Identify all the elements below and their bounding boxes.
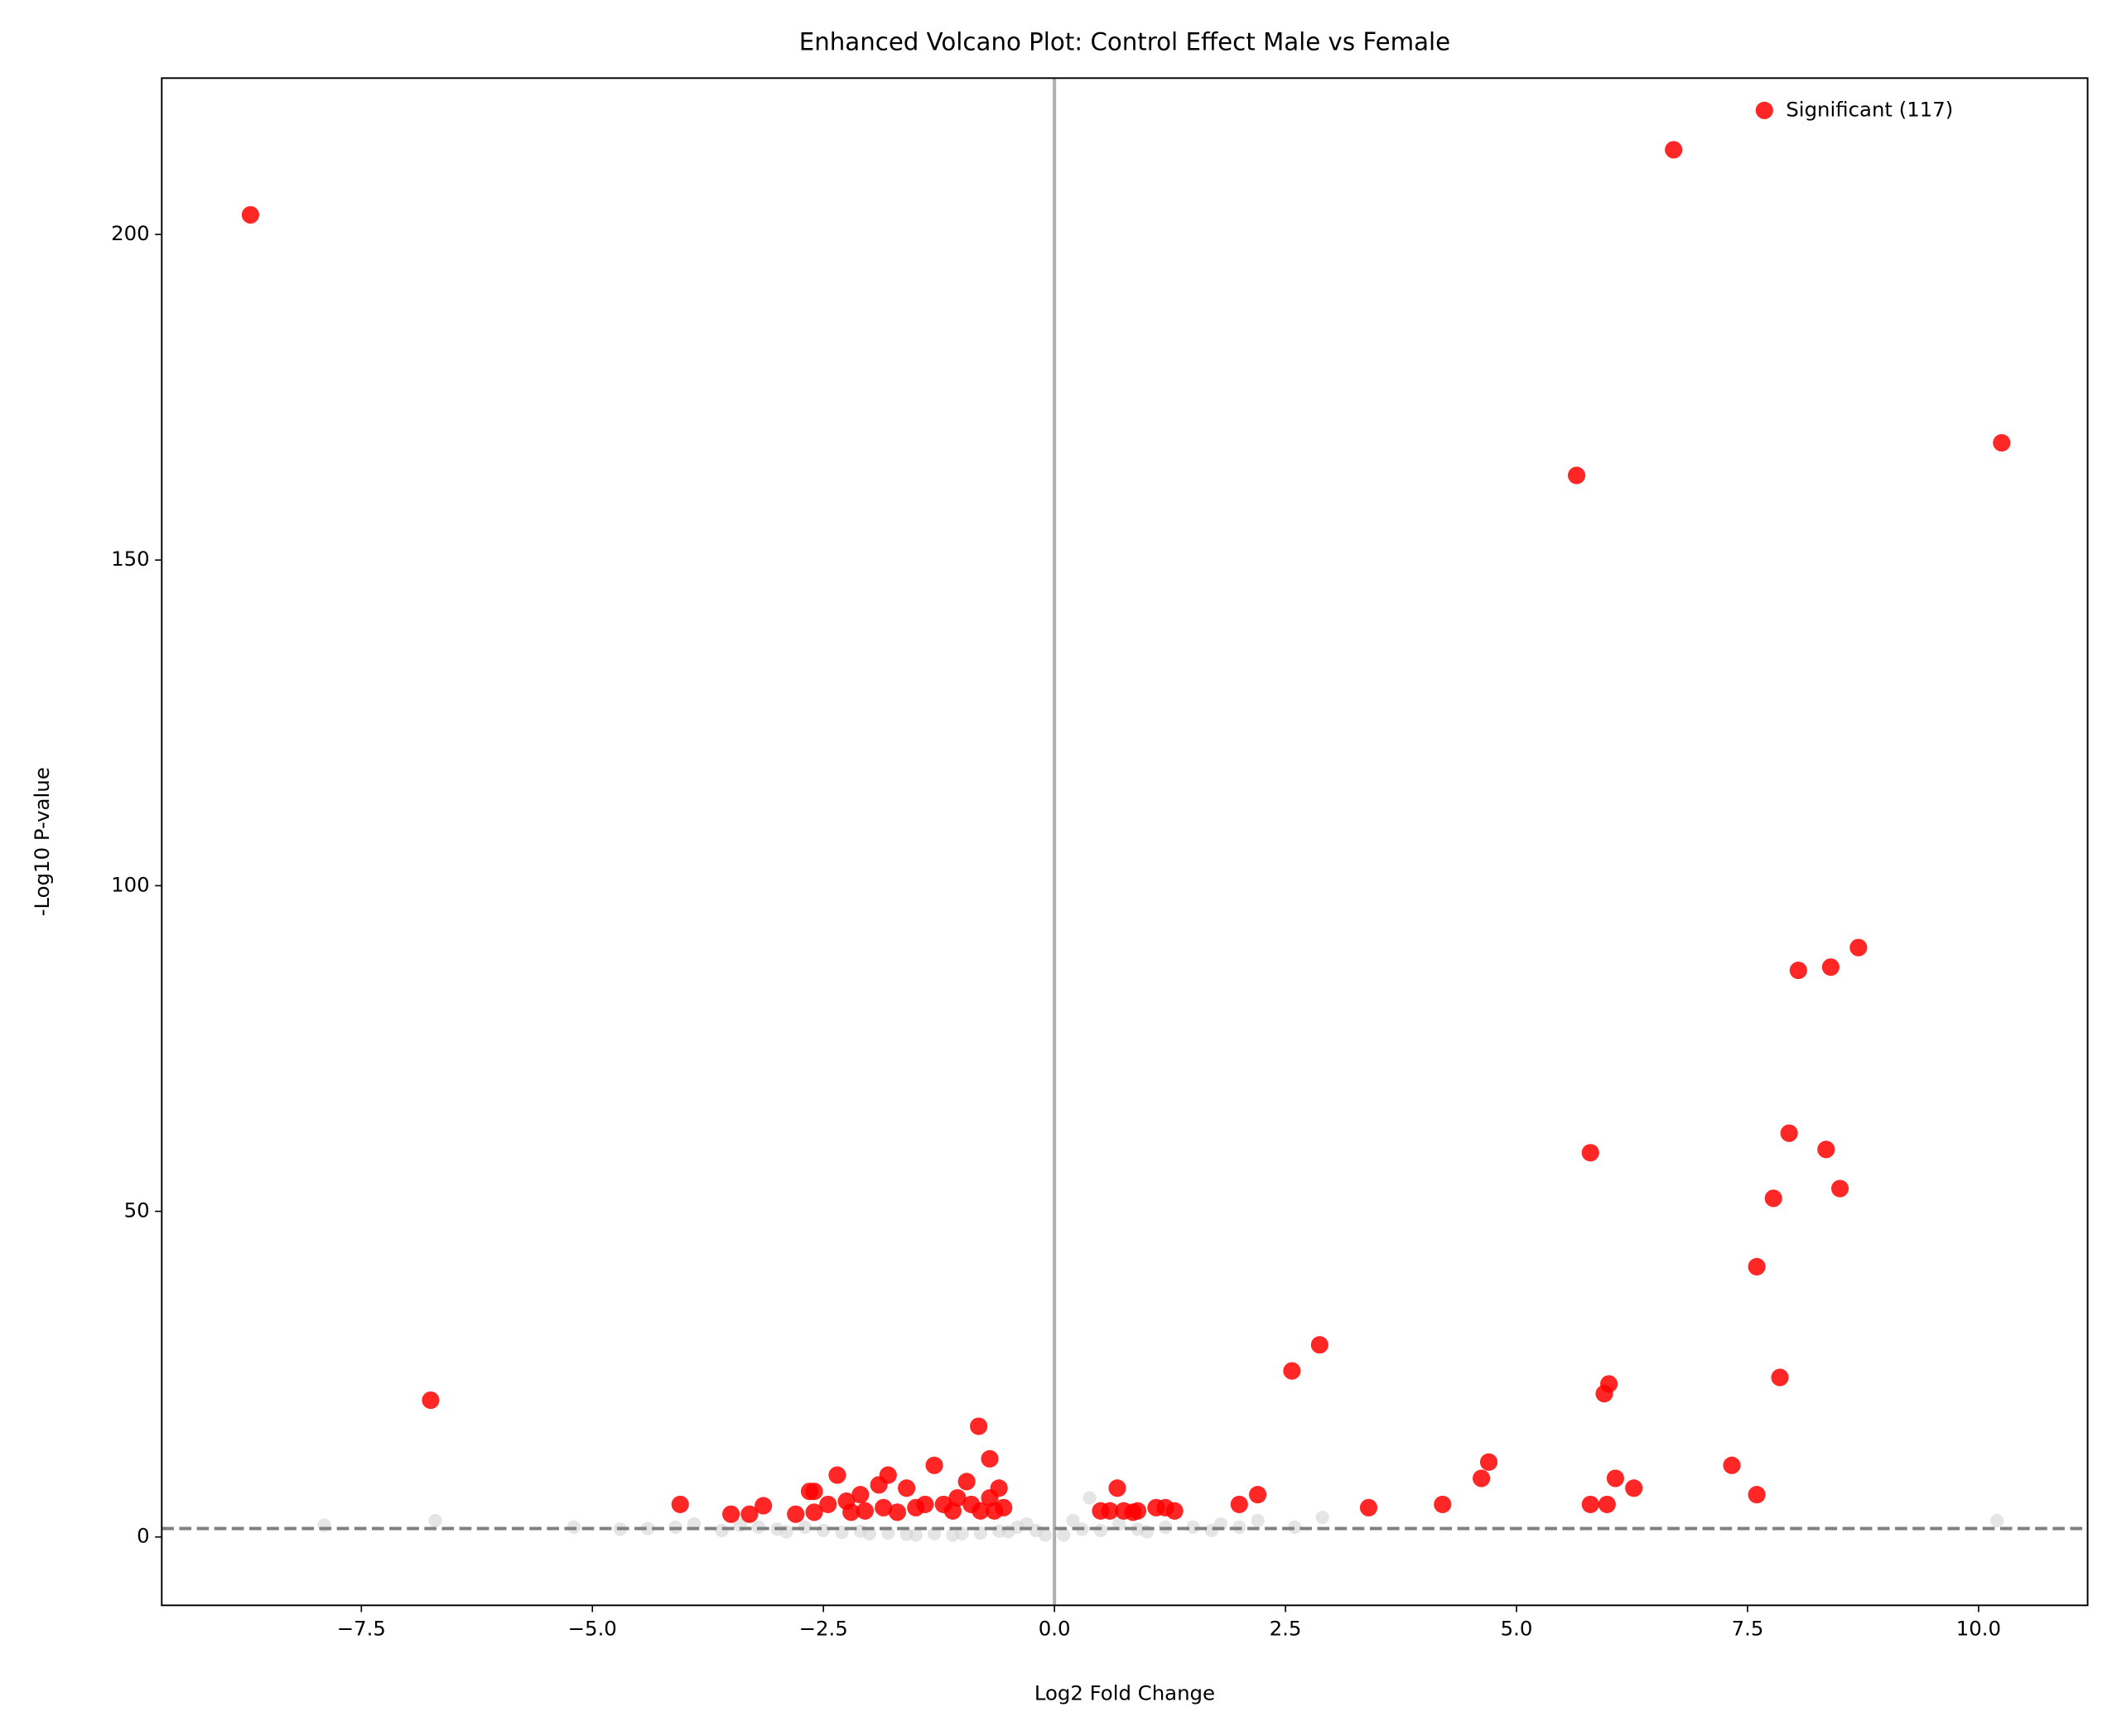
x-tick-label: −7.5 bbox=[337, 1617, 386, 1641]
point bbox=[1567, 466, 1586, 485]
point bbox=[957, 1473, 976, 1491]
point bbox=[862, 1526, 877, 1541]
point bbox=[722, 1505, 740, 1523]
point bbox=[1359, 1498, 1378, 1517]
point bbox=[1598, 1495, 1616, 1513]
x-tick-label: 0.0 bbox=[1039, 1617, 1071, 1641]
y-tick-label: 200 bbox=[111, 221, 150, 245]
point bbox=[948, 1488, 967, 1507]
point bbox=[1600, 1375, 1618, 1393]
point bbox=[1849, 938, 1868, 957]
point bbox=[1665, 141, 1683, 159]
point bbox=[1186, 1520, 1200, 1535]
point bbox=[1606, 1469, 1624, 1488]
point bbox=[981, 1449, 999, 1468]
point bbox=[787, 1505, 805, 1523]
legend-label: Significant (117) bbox=[1786, 97, 1953, 121]
plot-frame bbox=[161, 77, 2089, 1607]
point bbox=[1038, 1528, 1053, 1542]
point bbox=[671, 1495, 689, 1513]
point bbox=[875, 1498, 893, 1517]
x-axis-label: Log2 Fold Change bbox=[1034, 1681, 1215, 1705]
y-tick-label: 150 bbox=[111, 547, 150, 571]
point bbox=[1093, 1523, 1108, 1537]
point bbox=[798, 1520, 812, 1535]
point bbox=[1625, 1479, 1643, 1497]
point bbox=[916, 1495, 934, 1513]
point bbox=[1310, 1336, 1328, 1354]
x-tick-label: −5.0 bbox=[568, 1617, 617, 1641]
point bbox=[428, 1513, 442, 1528]
point bbox=[851, 1486, 870, 1504]
point bbox=[1108, 1479, 1126, 1497]
y-tick-label: 100 bbox=[111, 872, 150, 896]
point bbox=[1990, 1513, 2004, 1528]
point bbox=[842, 1503, 861, 1521]
x-tick-label: 5.0 bbox=[1501, 1617, 1533, 1641]
point bbox=[1230, 1495, 1248, 1513]
point bbox=[1288, 1520, 1302, 1535]
chart-title: Enhanced Volcano Plot: Control Effect Ma… bbox=[799, 28, 1450, 56]
point bbox=[1165, 1502, 1184, 1520]
x-tick-label: 7.5 bbox=[1732, 1617, 1764, 1641]
point bbox=[1283, 1362, 1301, 1380]
point bbox=[1434, 1495, 1452, 1513]
point bbox=[1251, 1513, 1265, 1528]
point bbox=[1748, 1257, 1766, 1275]
y-tick-label: 50 bbox=[124, 1198, 150, 1222]
point bbox=[995, 1498, 1013, 1517]
point bbox=[972, 1502, 990, 1520]
point bbox=[879, 1466, 897, 1484]
point bbox=[990, 1479, 1008, 1497]
point bbox=[925, 1456, 943, 1474]
point bbox=[1581, 1144, 1599, 1162]
point bbox=[1101, 1502, 1119, 1520]
point bbox=[1479, 1453, 1498, 1471]
point bbox=[909, 1528, 923, 1542]
point bbox=[1817, 1140, 1835, 1159]
legend-marker bbox=[1755, 101, 1773, 119]
point bbox=[1581, 1495, 1599, 1513]
point bbox=[1083, 1491, 1097, 1505]
point bbox=[1830, 1179, 1849, 1198]
point bbox=[740, 1505, 759, 1523]
point bbox=[1066, 1513, 1080, 1528]
y-axis-label: -Log10 P-value bbox=[30, 767, 54, 916]
point bbox=[888, 1503, 907, 1521]
point bbox=[1057, 1528, 1071, 1542]
point bbox=[819, 1495, 837, 1513]
point bbox=[927, 1526, 942, 1541]
point bbox=[1780, 1124, 1798, 1142]
point bbox=[1821, 958, 1840, 976]
x-tick-label: −2.5 bbox=[799, 1617, 848, 1641]
point bbox=[805, 1503, 823, 1521]
point bbox=[755, 1497, 773, 1515]
point bbox=[1993, 434, 2011, 452]
point bbox=[955, 1526, 969, 1541]
y-tick-label: 0 bbox=[137, 1524, 150, 1548]
point bbox=[1723, 1456, 1741, 1474]
point bbox=[1315, 1510, 1329, 1525]
point bbox=[805, 1483, 823, 1501]
point bbox=[641, 1521, 655, 1536]
point bbox=[1249, 1486, 1267, 1504]
point bbox=[1764, 1189, 1782, 1208]
point bbox=[422, 1391, 440, 1410]
point bbox=[856, 1502, 874, 1520]
x-tick-label: 10.0 bbox=[1956, 1617, 2001, 1641]
point bbox=[1128, 1502, 1147, 1520]
point bbox=[828, 1466, 846, 1484]
point bbox=[898, 1479, 916, 1497]
point bbox=[970, 1417, 988, 1435]
point bbox=[1473, 1469, 1491, 1488]
point bbox=[241, 205, 259, 224]
point bbox=[1789, 962, 1807, 980]
point bbox=[715, 1523, 729, 1537]
point bbox=[817, 1523, 831, 1537]
x-tick-label: 2.5 bbox=[1270, 1617, 1302, 1641]
point bbox=[1771, 1368, 1789, 1386]
point bbox=[1748, 1486, 1766, 1504]
